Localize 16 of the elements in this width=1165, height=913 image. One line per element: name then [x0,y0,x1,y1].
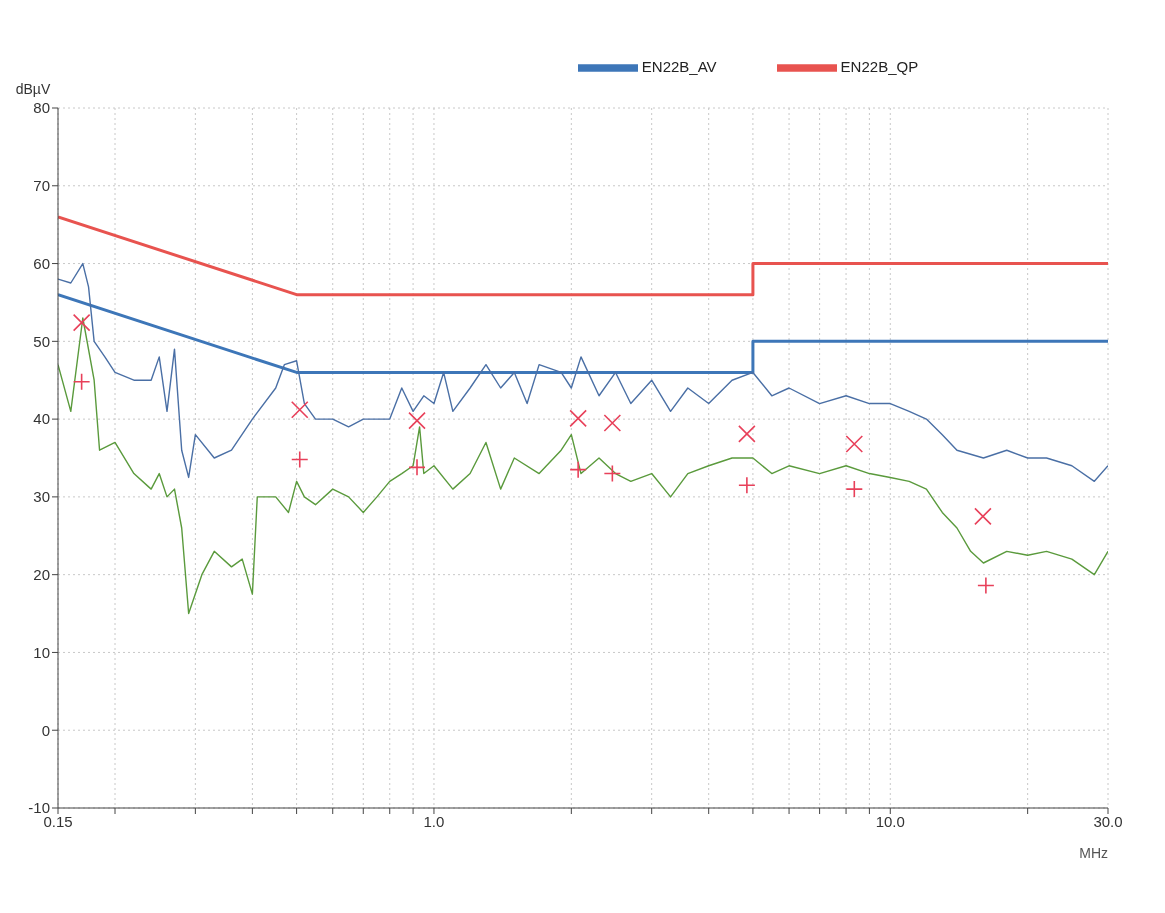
y-tick-label: 20 [33,565,50,583]
legend-label: EN22B_AV [641,57,717,75]
y-tick-label: 50 [33,332,50,350]
x-axis-title: MHz [1079,845,1108,861]
y-tick-label: 30 [33,488,50,506]
x-tick-label: 30.0 [1093,812,1123,830]
x-tick-label: 10.0 [875,812,905,830]
y-axis-title: dBµV [15,81,51,97]
y-tick-label: 60 [33,254,50,272]
y-tick-label: 10 [33,643,50,661]
y-tick-label: 40 [33,410,50,428]
x-tick-label: 1.0 [423,812,445,830]
y-tick-label: 70 [33,177,50,195]
y-tick-label: 0 [41,721,50,739]
y-tick-label: 80 [33,99,50,117]
legend-label: EN22B_QP [840,57,919,75]
